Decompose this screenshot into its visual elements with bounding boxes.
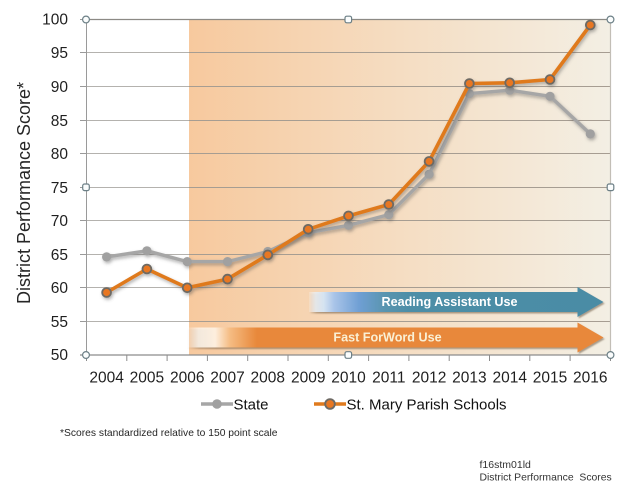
svg-text:2014: 2014 (492, 369, 527, 386)
svg-text:85: 85 (51, 113, 68, 130)
svg-text:2004: 2004 (89, 369, 124, 386)
svg-text:2013: 2013 (452, 369, 486, 386)
svg-text:100: 100 (42, 12, 68, 29)
svg-text:District Performance Scores: District Performance Scores (480, 473, 612, 484)
svg-text:2015: 2015 (533, 369, 567, 386)
svg-text:2010: 2010 (331, 369, 366, 386)
svg-text:75: 75 (51, 180, 68, 197)
svg-text:2012: 2012 (412, 369, 446, 386)
svg-text:2005: 2005 (130, 369, 164, 386)
svg-text:2011: 2011 (372, 369, 405, 386)
svg-text:50: 50 (51, 347, 69, 364)
svg-text:f16stm01ld: f16stm01ld (480, 459, 532, 471)
svg-text:2009: 2009 (291, 369, 325, 386)
svg-text:District Performance Score*: District Performance Score* (14, 82, 34, 304)
svg-text:2007: 2007 (210, 369, 244, 386)
svg-text:Reading Assistant Use: Reading Assistant Use (381, 295, 517, 309)
svg-text:2006: 2006 (170, 369, 204, 386)
svg-text:2016: 2016 (573, 369, 607, 386)
svg-text:80: 80 (51, 146, 69, 163)
svg-text:State: State (234, 397, 269, 414)
svg-text:60: 60 (51, 280, 69, 297)
svg-text:65: 65 (51, 247, 68, 264)
svg-text:95: 95 (51, 45, 68, 62)
svg-text:2008: 2008 (251, 369, 285, 386)
svg-text:Fast ForWord Use: Fast ForWord Use (333, 331, 441, 345)
svg-text:90: 90 (51, 79, 69, 96)
svg-text:55: 55 (51, 314, 68, 331)
svg-text:St. Mary Parish Schools: St. Mary Parish Schools (347, 397, 507, 414)
svg-text:70: 70 (51, 213, 69, 230)
svg-text:*Scores standardized relative: *Scores standardized relative to 150 poi… (60, 428, 278, 439)
